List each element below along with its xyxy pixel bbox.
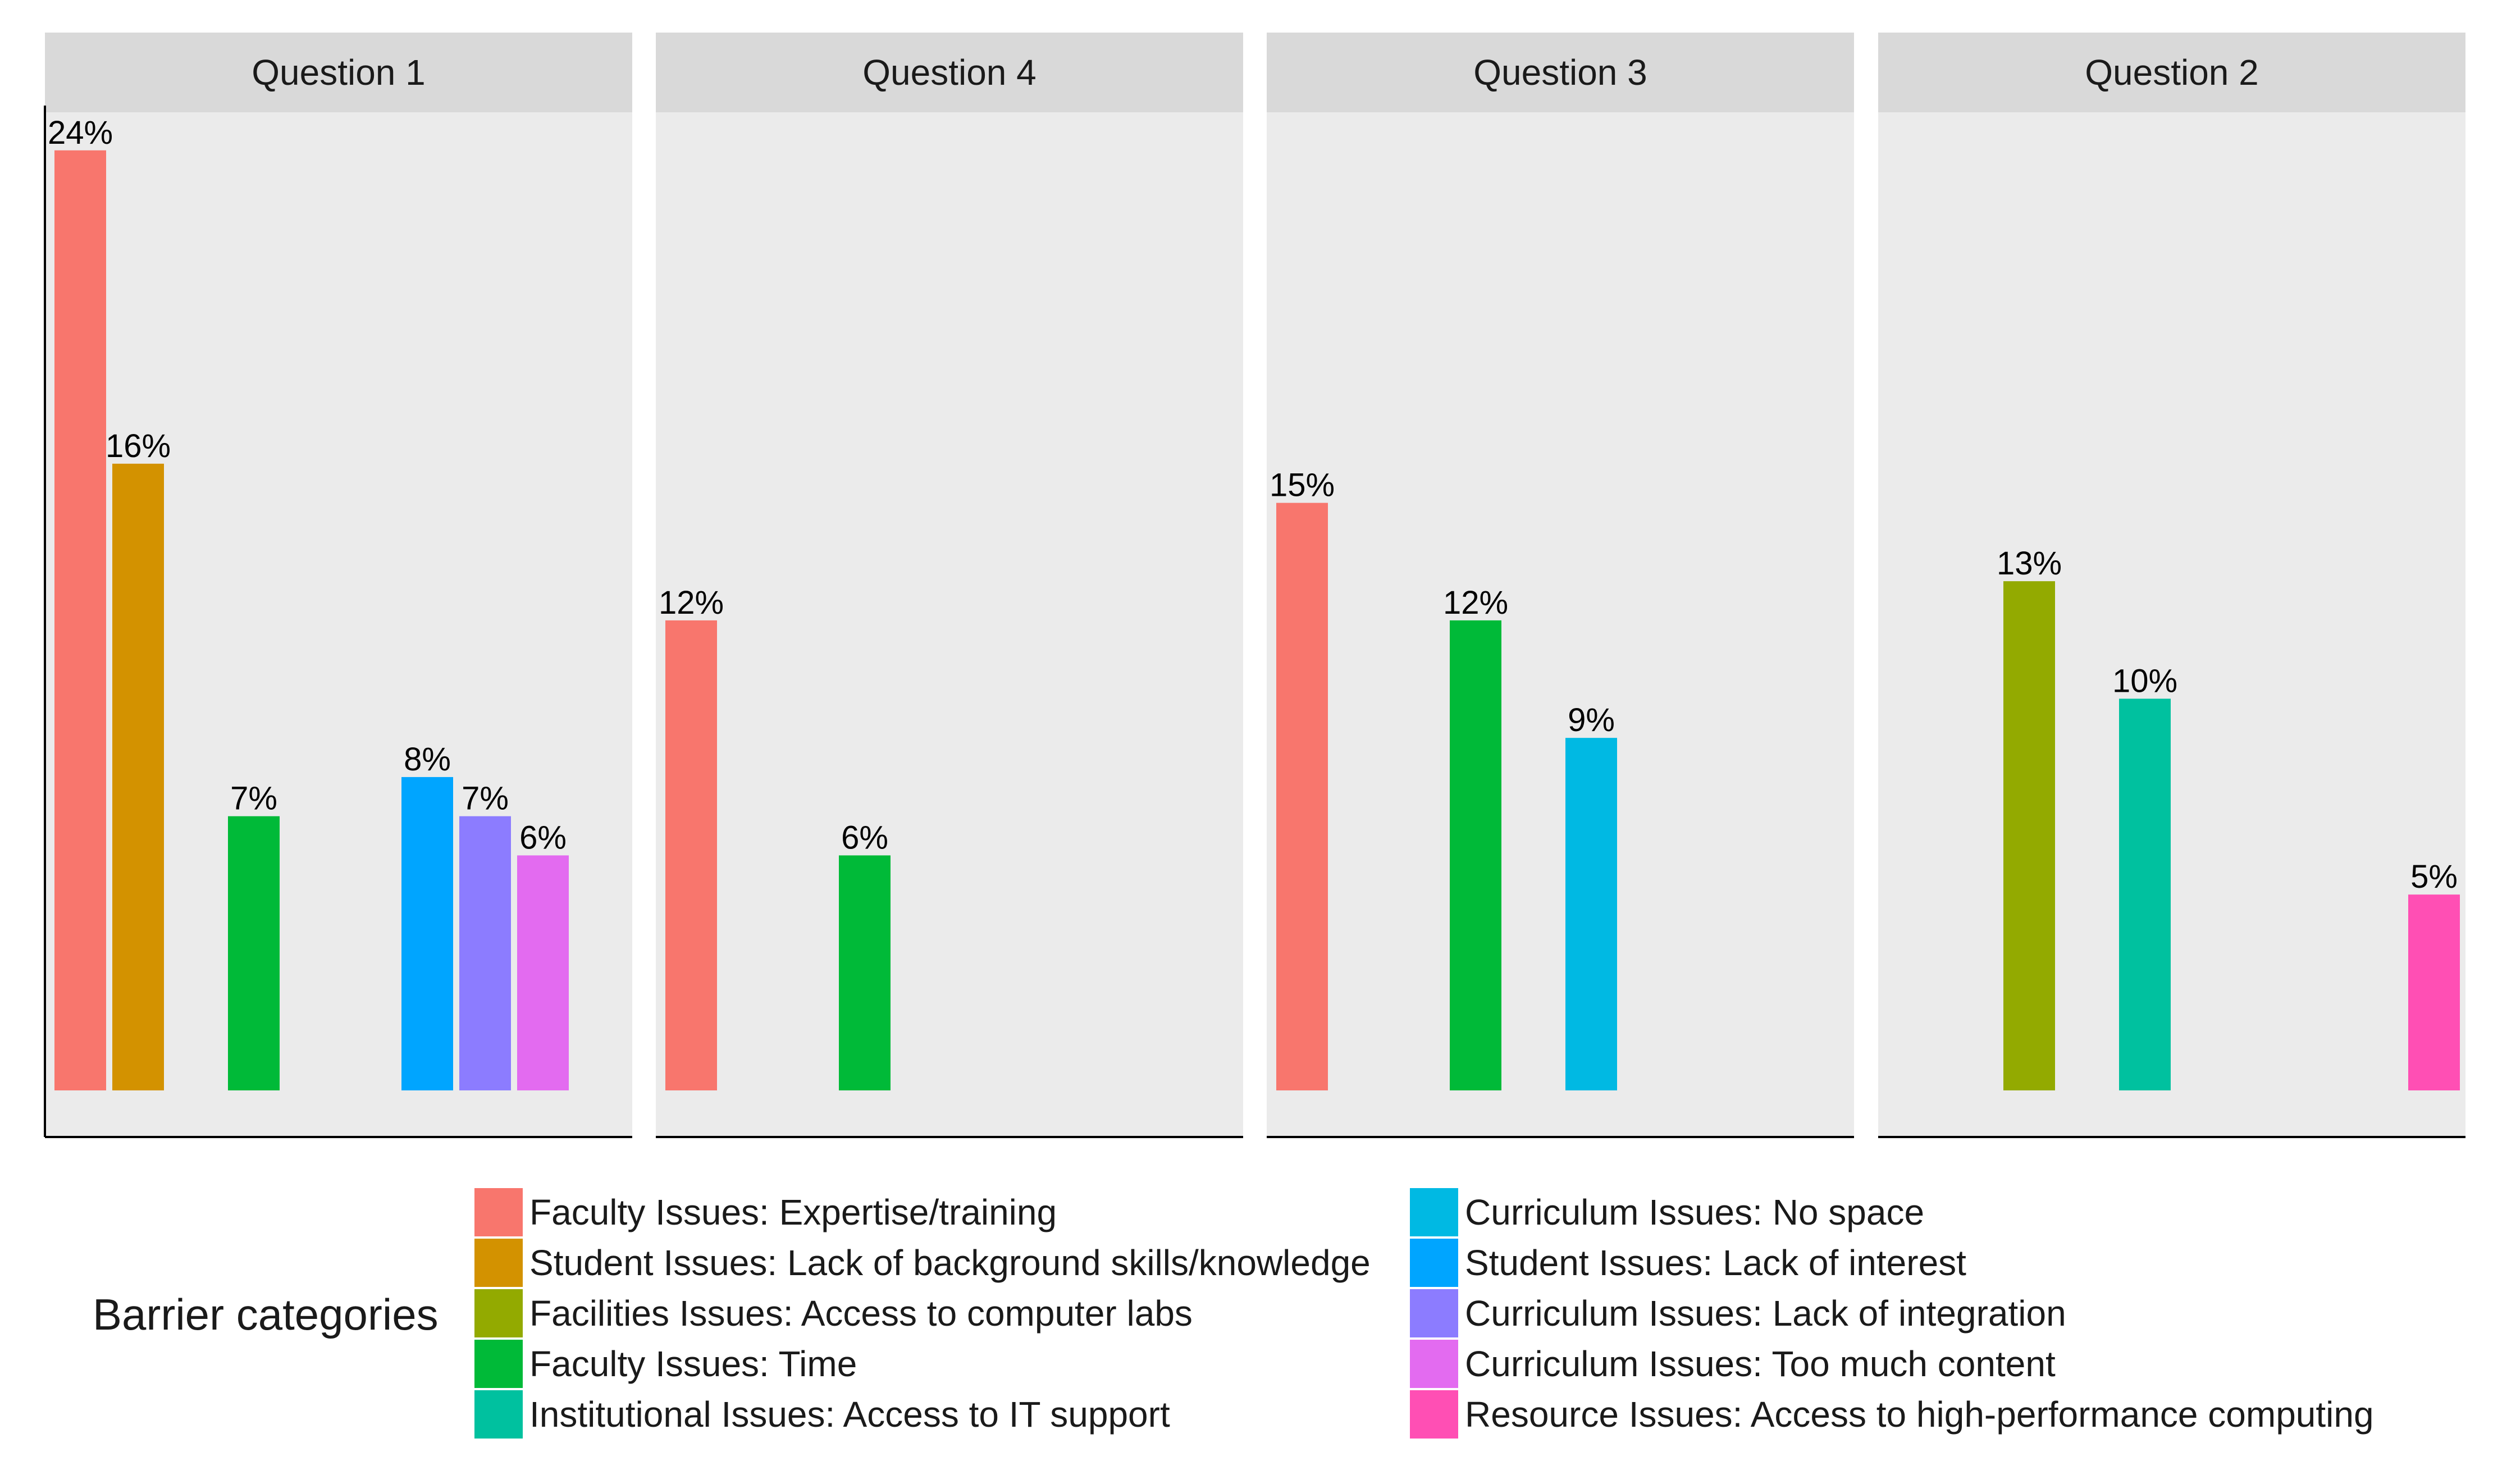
legend-item: Institutional Issues: Access to IT suppo… xyxy=(474,1390,1170,1439)
legend-swatch xyxy=(1410,1390,1458,1439)
legend-swatch xyxy=(1410,1289,1458,1337)
bar xyxy=(2119,698,2171,1090)
bar xyxy=(459,816,511,1090)
legend-label: Curriculum Issues: Lack of integration xyxy=(1465,1293,2066,1334)
bar-value-label: 6% xyxy=(841,819,888,856)
legend-title: Barrier categories xyxy=(93,1290,439,1339)
plot-background xyxy=(656,112,1243,1137)
legend-swatch xyxy=(474,1188,523,1236)
legend-label: Faculty Issues: Time xyxy=(529,1344,857,1384)
legend-item: Resource Issues: Access to high-performa… xyxy=(1410,1390,2374,1439)
bar-value-label: 5% xyxy=(2410,859,2458,895)
facet-strip xyxy=(1267,33,1854,112)
facet-title: Question 3 xyxy=(1473,52,1647,93)
bar-value-label: 12% xyxy=(1443,585,1508,621)
legend-label: Curriculum Issues: Too much content xyxy=(1465,1344,2056,1384)
bar-value-label: 16% xyxy=(106,428,171,464)
bar xyxy=(2003,581,2055,1090)
bar xyxy=(1276,503,1328,1090)
legend-label: Student Issues: Lack of background skill… xyxy=(529,1243,1371,1283)
facet-title: Question 4 xyxy=(862,52,1037,93)
legend-swatch xyxy=(1410,1188,1458,1236)
legend-swatch xyxy=(474,1390,523,1439)
bar-value-label: 7% xyxy=(230,780,277,817)
legend-swatch xyxy=(474,1340,523,1388)
bar xyxy=(112,463,164,1090)
bar xyxy=(517,855,569,1090)
bar-value-label: 7% xyxy=(462,780,509,817)
facet-panel: Question 3 15% 12% 9% xyxy=(1267,33,1854,1138)
legend-item: Curriculum Issues: Too much content xyxy=(1410,1340,2056,1388)
bar xyxy=(401,777,453,1090)
bar-value-label: 10% xyxy=(2112,663,2177,699)
bar xyxy=(1565,738,1617,1090)
bar xyxy=(228,816,280,1090)
facet-strip xyxy=(1878,33,2465,112)
bar-value-label: 9% xyxy=(1568,702,1615,738)
legend: Barrier categories Faculty Issues: Expert… xyxy=(93,1188,2374,1439)
legend-swatch xyxy=(474,1239,523,1287)
facet-title: Question 2 xyxy=(2085,52,2259,93)
legend-label: Resource Issues: Access to high-performa… xyxy=(1465,1394,2374,1435)
plot-background xyxy=(1267,112,1854,1137)
facet-title: Question 1 xyxy=(252,52,426,93)
plot-background xyxy=(1878,112,2465,1137)
legend-item: Curriculum Issues: No space xyxy=(1410,1188,1924,1236)
facet-panel: Question 1 24% 16% 7% 8% 7% 6% xyxy=(44,33,632,1138)
bar-value-label: 6% xyxy=(519,819,567,856)
bar xyxy=(54,150,106,1090)
facet-strip xyxy=(45,33,632,112)
legend-label: Facilities Issues: Access to computer la… xyxy=(529,1293,1193,1334)
bar-value-label: 13% xyxy=(1997,545,2062,582)
legend-item: Faculty Issues: Time xyxy=(474,1340,857,1388)
legend-item: Curriculum Issues: Lack of integration xyxy=(1410,1289,2066,1337)
facet-panels: Question 124%16%7%8%7%6%Question 412%6%Q… xyxy=(44,33,2465,1138)
bar-value-label: 15% xyxy=(1270,467,1335,504)
facet-strip xyxy=(656,33,1243,112)
legend-item: Faculty Issues: Expertise/training xyxy=(474,1188,1057,1236)
legend-swatch xyxy=(1410,1239,1458,1287)
bar xyxy=(2408,894,2460,1090)
bar-value-label: 12% xyxy=(659,585,724,621)
facet-panel: Question 4 12% 6% xyxy=(656,33,1243,1138)
bar xyxy=(1450,620,1501,1090)
legend-item: Facilities Issues: Access to computer la… xyxy=(474,1289,1193,1337)
legend-item: Student Issues: Lack of interest xyxy=(1410,1239,1966,1287)
bar-value-label: 8% xyxy=(404,741,451,778)
legend-label: Faculty Issues: Expertise/training xyxy=(529,1192,1057,1232)
bar-value-label: 24% xyxy=(48,115,113,151)
facet-panel: Question 2 13% 10% 5% xyxy=(1878,33,2465,1138)
legend-swatch xyxy=(1410,1340,1458,1388)
legend-label: Institutional Issues: Access to IT suppo… xyxy=(529,1394,1170,1435)
bar xyxy=(839,855,891,1090)
legend-swatch xyxy=(474,1289,523,1337)
legend-label: Student Issues: Lack of interest xyxy=(1465,1243,1966,1283)
legend-label: Curriculum Issues: No space xyxy=(1465,1192,1924,1232)
bar xyxy=(665,620,717,1090)
legend-item: Student Issues: Lack of background skill… xyxy=(474,1239,1371,1287)
